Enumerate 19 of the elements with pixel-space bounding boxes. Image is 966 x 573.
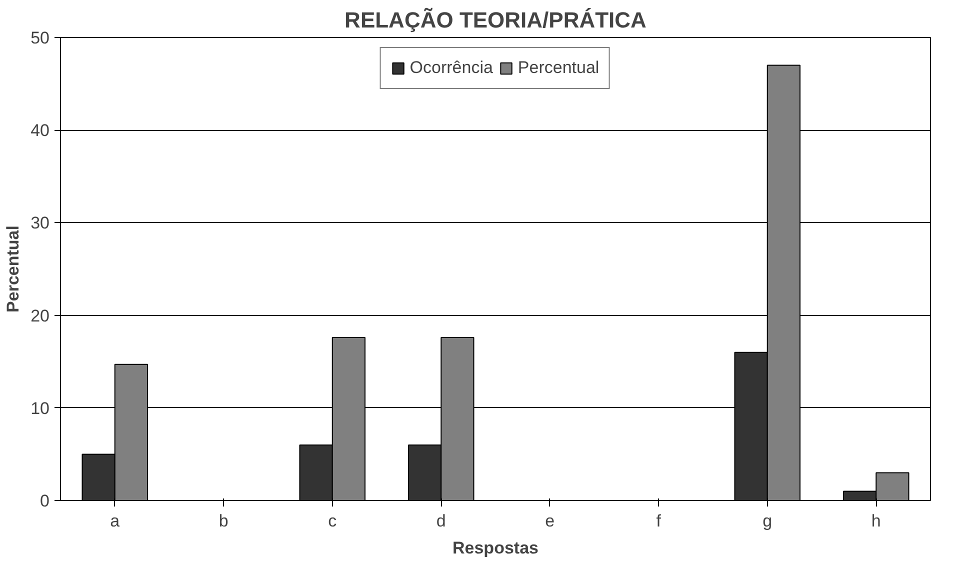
x-tick-label: d — [436, 512, 446, 530]
legend-label: Ocorrência — [410, 58, 493, 78]
x-tick-label: h — [871, 512, 881, 530]
x-tick-label: e — [545, 512, 555, 530]
chart-title: RELAÇÃO TEORIA/PRÁTICA — [344, 8, 647, 32]
y-tick-label: 30 — [30, 214, 50, 233]
x-axis-title: Respostas — [452, 538, 538, 558]
x-tick-label: f — [656, 512, 662, 530]
x-tick-label: g — [762, 512, 772, 530]
y-axis-title: Percentual — [4, 226, 23, 312]
y-tick-label: 50 — [30, 28, 50, 48]
y-tick-label: 0 — [40, 492, 50, 510]
x-tick-label: b — [218, 512, 228, 530]
x-tick-label: c — [328, 512, 338, 530]
x-tick-label: a — [110, 512, 120, 530]
y-tick-label: 40 — [30, 121, 50, 140]
y-tick-label: 20 — [30, 306, 50, 326]
y-tick-label: 10 — [30, 398, 50, 418]
legend-label: Percentual — [518, 58, 600, 78]
